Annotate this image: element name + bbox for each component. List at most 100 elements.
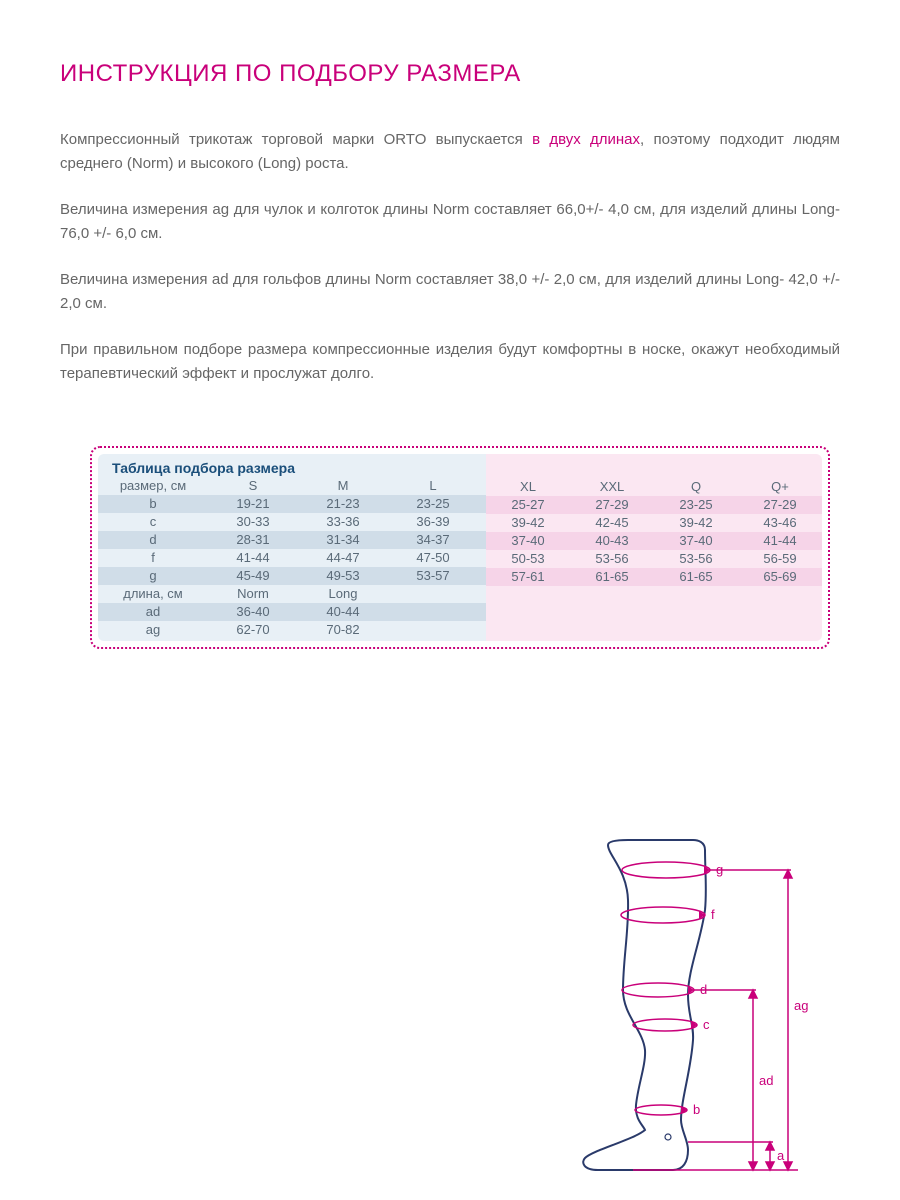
leg-diagram: g f d c b a ag ad [573, 830, 863, 1180]
empty-cell [388, 603, 478, 621]
a-dimension [688, 1142, 774, 1170]
label-f: f [711, 907, 715, 922]
row-label: g [98, 567, 208, 585]
cell: 23-25 [654, 496, 738, 514]
table-row: g 45-49 49-53 53-57 [98, 567, 486, 585]
cell: 43-46 [738, 514, 822, 532]
cell: 31-34 [298, 531, 388, 549]
length-header-label: длина, см [98, 585, 208, 603]
paragraph-3: Величина измерения ad для гольфов длины … [60, 268, 840, 316]
cell: 30-33 [208, 513, 298, 531]
cell: 19-21 [208, 495, 298, 513]
cell: 36-40 [208, 603, 298, 621]
row-label: d [98, 531, 208, 549]
cell: 37-40 [654, 532, 738, 550]
col-s: S [208, 477, 298, 495]
cell: 50-53 [486, 550, 570, 568]
cell: 40-44 [298, 603, 388, 621]
table-row: ag 62-70 70-82 [98, 621, 486, 639]
cell: 56-59 [738, 550, 822, 568]
label-ad: ad [759, 1073, 773, 1088]
cell: 44-47 [298, 549, 388, 567]
label-a: a [777, 1148, 785, 1163]
col-long: Long [298, 585, 388, 603]
label-d: d [700, 982, 707, 997]
cell: 33-36 [298, 513, 388, 531]
size-table-title: Таблица подбора размера [98, 460, 486, 476]
para1-part-a: Компрессионный трикотаж торговой марки O… [60, 131, 532, 148]
cell: 42-45 [570, 514, 654, 532]
cell: 61-65 [570, 568, 654, 586]
cell: 41-44 [738, 532, 822, 550]
paragraph-2: Величина измерения ag для чулок и колгот… [60, 198, 840, 246]
table-header-row: размер, см S M L [98, 477, 486, 495]
cell: 47-50 [388, 549, 478, 567]
row-label: ad [98, 603, 208, 621]
table-row: 39-42 42-45 39-42 43-46 [486, 514, 822, 532]
ag-dimension [710, 870, 792, 1170]
col-xxl: XXL [570, 478, 654, 496]
cell: 34-37 [388, 531, 478, 549]
table-row: ad 36-40 40-44 [98, 603, 486, 621]
paragraph-1: Компрессионный трикотаж торговой марки O… [60, 128, 840, 176]
row-label: c [98, 513, 208, 531]
table-row: 57-61 61-65 61-65 65-69 [486, 568, 822, 586]
cell: 49-53 [298, 567, 388, 585]
cell: 70-82 [298, 621, 388, 639]
table-row: 37-40 40-43 37-40 41-44 [486, 532, 822, 550]
table-row: b 19-21 21-23 23-25 [98, 495, 486, 513]
cell: 61-65 [654, 568, 738, 586]
leg-outline-path [583, 840, 706, 1170]
col-l: L [388, 477, 478, 495]
cell: 45-49 [208, 567, 298, 585]
cell: 27-29 [570, 496, 654, 514]
cell: 53-57 [388, 567, 478, 585]
size-table-right: XL XXL Q Q+ 25-27 27-29 23-25 27-29 39-4… [486, 454, 822, 641]
col-norm: Norm [208, 585, 298, 603]
cell: 23-25 [388, 495, 478, 513]
cell: 40-43 [570, 532, 654, 550]
cell: 62-70 [208, 621, 298, 639]
cell: 25-27 [486, 496, 570, 514]
row-label: b [98, 495, 208, 513]
cell: 57-61 [486, 568, 570, 586]
ankle-circle-icon [665, 1134, 671, 1140]
cell: 27-29 [738, 496, 822, 514]
diagram-labels: g f d c b a ag ad [693, 862, 808, 1163]
col-q: Q [654, 478, 738, 496]
empty-cell [388, 585, 478, 603]
cell: 53-56 [654, 550, 738, 568]
label-b: b [693, 1102, 700, 1117]
cell: 28-31 [208, 531, 298, 549]
page-title: ИНСТРУКЦИЯ ПО ПОДБОРУ РАЗМЕРА [60, 60, 840, 88]
table-row: d 28-31 31-34 34-37 [98, 531, 486, 549]
row-label: f [98, 549, 208, 567]
table-row: c 30-33 33-36 36-39 [98, 513, 486, 531]
measurement-rings [621, 862, 710, 1115]
cell: 37-40 [486, 532, 570, 550]
table-row: f 41-44 44-47 47-50 [98, 549, 486, 567]
cell: 41-44 [208, 549, 298, 567]
leg-diagram-svg: g f d c b a ag ad [573, 830, 863, 1180]
col-qp: Q+ [738, 478, 822, 496]
label-g: g [716, 862, 723, 877]
row-label: ag [98, 621, 208, 639]
table-row: 25-27 27-29 23-25 27-29 [486, 496, 822, 514]
size-table-left: Таблица подбора размера размер, см S M L… [98, 454, 486, 641]
paragraph-4: При правильном подборе размера компресси… [60, 338, 840, 386]
cell: 65-69 [738, 568, 822, 586]
para1-accent: в двух длинах [532, 131, 640, 148]
cell: 39-42 [654, 514, 738, 532]
label-ag: ag [794, 998, 808, 1013]
cell: 21-23 [298, 495, 388, 513]
empty-cell [388, 621, 478, 639]
size-table: Таблица подбора размера размер, см S M L… [90, 446, 830, 649]
length-header-row: длина, см Norm Long [98, 585, 486, 603]
cell: 53-56 [570, 550, 654, 568]
table-header-row: XL XXL Q Q+ [486, 478, 822, 496]
col-xl: XL [486, 478, 570, 496]
header-label: размер, см [98, 477, 208, 495]
cell: 36-39 [388, 513, 478, 531]
cell: 39-42 [486, 514, 570, 532]
label-c: c [703, 1017, 710, 1032]
